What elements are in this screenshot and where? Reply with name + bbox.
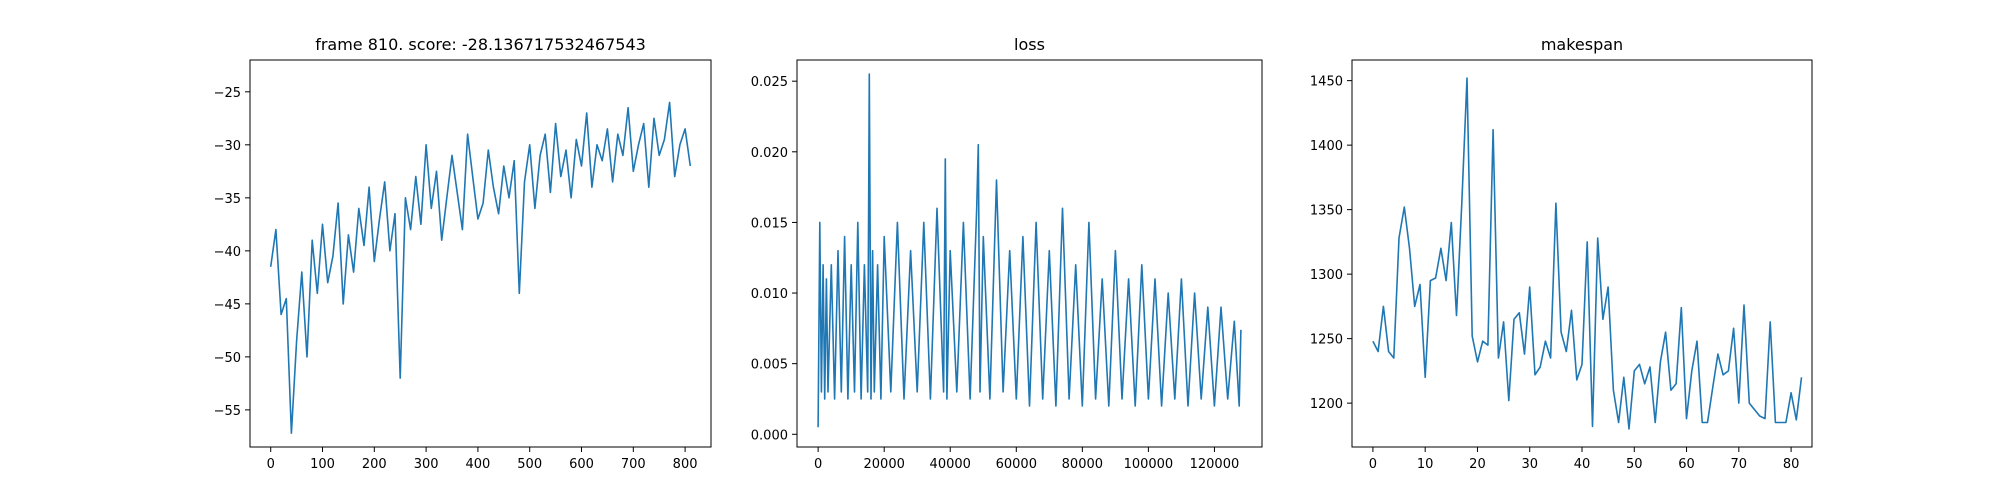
x-tick-label-makespan-2: 20 [1469,457,1486,472]
x-tick-label-makespan-5: 50 [1626,457,1643,472]
chart-title-score: frame 810. score: -28.136717532467543 [315,35,646,54]
chart-score: 0 100 200 300 400 500 600 700 800 −55 −50 −45 −40 −35… [214,35,712,472]
series-line-score-0 [269,101,692,435]
y-tick-label-score-5: −30 [214,139,241,154]
x-tick-label-makespan-3: 30 [1521,457,1538,472]
x-tick-label-makespan-4: 40 [1574,457,1591,472]
plot-frame-makespan [1351,59,1813,448]
x-tick-label-loss-4: 80000 [1062,457,1103,472]
x-tick-label-score-6: 600 [569,457,594,472]
x-tick-label-score-1: 100 [310,457,335,472]
x-tick-label-makespan-8: 80 [1783,457,1800,472]
y-tick-label-makespan-1: 1250 [1310,333,1343,348]
y-tick-label-loss-4: 0.020 [751,146,788,161]
x-tick-label-loss-6: 120000 [1190,457,1240,472]
x-tick-label-makespan-7: 70 [1731,457,1748,472]
chart-title-loss: loss [1014,35,1045,54]
series-line-makespan-0 [1372,77,1803,430]
y-tick-label-loss-0: 0.000 [751,428,788,443]
x-tick-label-makespan-6: 60 [1678,457,1695,472]
x-tick-label-score-4: 400 [465,457,490,472]
y-tick-label-makespan-4: 1400 [1310,139,1343,154]
chart-makespan: 0 10 20 30 40 50 60 70 80 1200 1250 1300 1350 1400 145… [1310,35,1813,472]
y-tick-label-makespan-2: 1300 [1310,268,1343,283]
x-tick-label-score-8: 800 [673,457,698,472]
x-tick-label-score-5: 500 [517,457,542,472]
y-tick-label-loss-2: 0.010 [751,287,788,302]
y-tick-label-makespan-0: 1200 [1310,397,1343,412]
x-tick-label-makespan-0: 0 [1369,457,1377,472]
x-tick-label-loss-2: 40000 [930,457,971,472]
y-tick-label-makespan-3: 1350 [1310,204,1343,219]
x-tick-label-score-3: 300 [414,457,439,472]
plot-frame-loss [796,59,1263,448]
y-tick-label-score-6: −25 [214,86,241,101]
y-tick-label-score-3: −40 [214,245,241,260]
y-tick-label-score-0: −55 [214,404,241,419]
x-tick-label-loss-3: 60000 [996,457,1037,472]
x-tick-label-loss-1: 20000 [864,457,905,472]
y-tick-label-loss-3: 0.015 [751,216,788,231]
y-tick-label-score-1: −50 [214,351,241,366]
y-tick-label-score-2: −45 [214,298,241,313]
chart-loss: 0 20000 40000 60000 80000 100000 120000 0.000 0.… [751,35,1263,472]
y-tick-label-score-4: −35 [214,192,241,207]
x-tick-label-loss-0: 0 [814,457,822,472]
y-tick-label-makespan-5: 1450 [1310,75,1343,90]
chart-title-makespan: makespan [1541,35,1623,54]
y-tick-label-loss-1: 0.005 [751,358,788,373]
y-tick-label-loss-5: 0.025 [751,75,788,90]
x-tick-label-loss-5: 100000 [1124,457,1174,472]
x-tick-label-score-0: 0 [267,457,275,472]
x-tick-label-score-7: 700 [621,457,646,472]
x-tick-label-score-2: 200 [362,457,387,472]
series-line-loss-0 [817,73,1242,428]
x-tick-label-makespan-1: 10 [1417,457,1434,472]
plot-frame-score [249,59,712,448]
